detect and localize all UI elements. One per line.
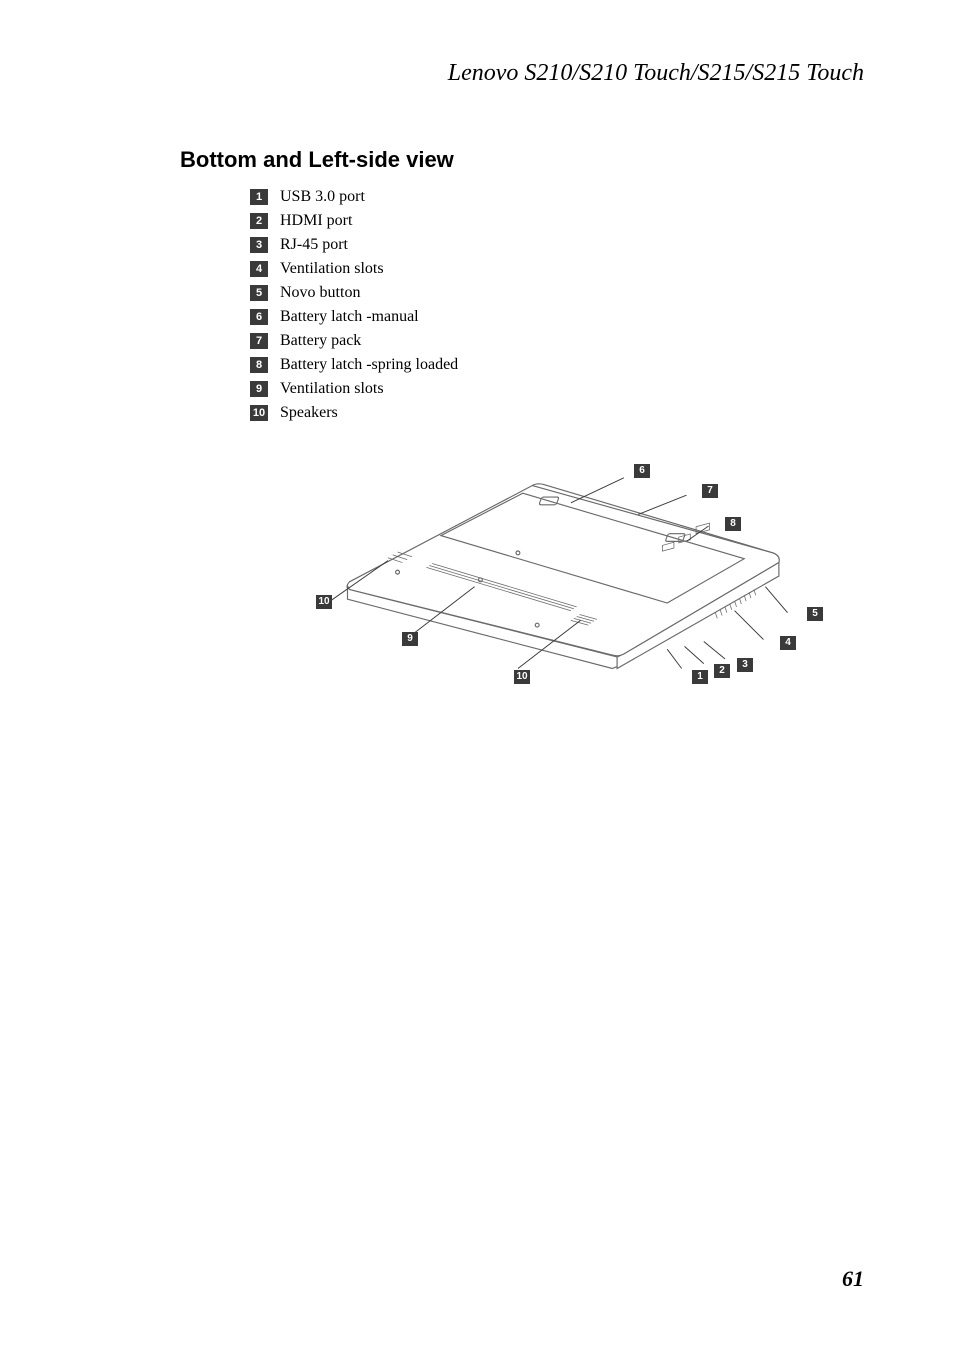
diagram-callout: 8	[725, 517, 741, 531]
legend-item: 5 Novo button	[250, 284, 864, 302]
diagram-callout: 9	[402, 632, 418, 646]
legend-badge: 10	[250, 405, 268, 421]
legend-label: Novo button	[280, 284, 360, 302]
legend-item: 1 USB 3.0 port	[250, 188, 864, 206]
laptop-diagram: 6 7 8 5 4 3 2 1 10 9 10	[282, 452, 802, 702]
legend-label: HDMI port	[280, 212, 352, 230]
legend-item: 3 RJ-45 port	[250, 236, 864, 254]
section-title: Bottom and Left-side view	[180, 147, 864, 173]
legend-badge: 4	[250, 261, 268, 277]
legend-list: 1 USB 3.0 port 2 HDMI port 3 RJ-45 port …	[180, 188, 864, 422]
legend-badge: 8	[250, 357, 268, 373]
legend-label: Speakers	[280, 404, 338, 422]
legend-label: Ventilation slots	[280, 260, 384, 278]
legend-item: 6 Battery latch -manual	[250, 308, 864, 326]
legend-label: Ventilation slots	[280, 380, 384, 398]
diagram-callout: 7	[702, 484, 718, 498]
legend-badge: 3	[250, 237, 268, 253]
legend-item: 8 Battery latch -spring loaded	[250, 356, 864, 374]
diagram-callout: 4	[780, 636, 796, 650]
legend-item: 10 Speakers	[250, 404, 864, 422]
legend-label: Battery pack	[280, 332, 361, 350]
diagram-callout: 3	[737, 658, 753, 672]
diagram-callout: 10	[316, 595, 332, 609]
diagram-container: 6 7 8 5 4 3 2 1 10 9 10	[180, 452, 864, 702]
legend-item: 7 Battery pack	[250, 332, 864, 350]
legend-label: Battery latch -manual	[280, 308, 419, 326]
legend-item: 9 Ventilation slots	[250, 380, 864, 398]
diagram-callout: 6	[634, 464, 650, 478]
legend-item: 2 HDMI port	[250, 212, 864, 230]
legend-badge: 6	[250, 309, 268, 325]
legend-badge: 2	[250, 213, 268, 229]
legend-label: RJ-45 port	[280, 236, 348, 254]
diagram-callout: 2	[714, 664, 730, 678]
diagram-callout: 10	[514, 670, 530, 684]
page-number: 61	[842, 1266, 864, 1292]
legend-badge: 9	[250, 381, 268, 397]
diagram-callout: 1	[692, 670, 708, 684]
legend-item: 4 Ventilation slots	[250, 260, 864, 278]
diagram-callout: 5	[807, 607, 823, 621]
document-header-title: Lenovo S210/S210 Touch/S215/S215 Touch	[180, 60, 864, 87]
legend-badge: 5	[250, 285, 268, 301]
legend-label: USB 3.0 port	[280, 188, 365, 206]
legend-badge: 1	[250, 189, 268, 205]
legend-badge: 7	[250, 333, 268, 349]
legend-label: Battery latch -spring loaded	[280, 356, 458, 374]
